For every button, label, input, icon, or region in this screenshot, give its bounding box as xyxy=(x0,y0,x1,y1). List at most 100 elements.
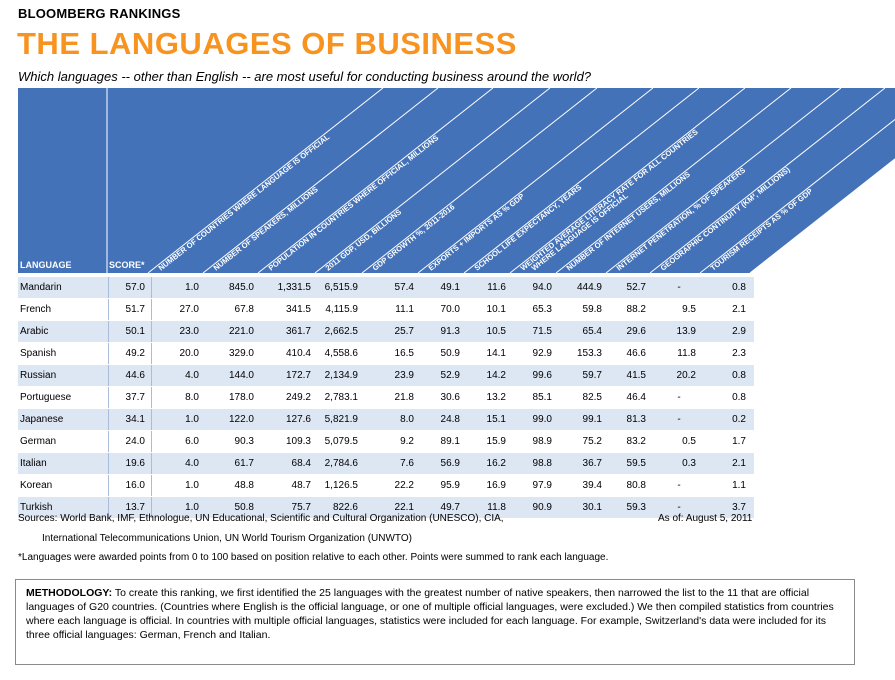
cell-value: - xyxy=(654,474,704,497)
cell-language: Spanish xyxy=(18,342,109,365)
cell-value: 34.1 xyxy=(108,408,152,431)
cell-value: 57.4 xyxy=(366,277,422,299)
cell-value: 1.0 xyxy=(151,496,207,519)
cell-value: 14.1 xyxy=(468,342,514,365)
cell-value: 16.2 xyxy=(468,452,514,475)
table-row: Mandarin 57.0 1.0 845.0 1,331.5 6,515.9 57.4 49… xyxy=(18,277,754,299)
cell-value: 1.1 xyxy=(704,474,754,497)
cell-value: 822.6 xyxy=(319,496,366,519)
cell-value: 83.2 xyxy=(610,430,654,453)
cell-value: 20.0 xyxy=(151,342,207,365)
cell-value: 59.7 xyxy=(560,364,610,387)
methodology-text: To create this ranking, we first identif… xyxy=(26,587,834,641)
cell-value: 49.7 xyxy=(422,496,468,519)
cell-value: 49.2 xyxy=(108,342,152,365)
cell-value: 144.0 xyxy=(207,364,262,387)
cell-value: 153.3 xyxy=(560,342,610,365)
cell-value: 0.3 xyxy=(654,452,704,475)
cell-value: 22.1 xyxy=(366,496,422,519)
cell-value: 221.0 xyxy=(207,320,262,343)
cell-value: 0.8 xyxy=(704,277,754,299)
table-header: LANGUAGE SCORE* NUMBER OF COUNTRIES WHERE … xyxy=(18,87,895,274)
cell-value: 21.8 xyxy=(366,386,422,409)
cell-value: 16.5 xyxy=(366,342,422,365)
cell-value: 90.9 xyxy=(514,496,560,519)
cell-value: 29.6 xyxy=(610,320,654,343)
cell-value: 59.3 xyxy=(610,496,654,519)
cell-value: 10.1 xyxy=(468,298,514,321)
cell-value: 11.6 xyxy=(468,277,514,299)
cell-value: 68.4 xyxy=(262,452,319,475)
methodology-box: METHODOLOGY: To create this ranking, we … xyxy=(15,579,855,665)
cell-value: 48.8 xyxy=(207,474,262,497)
cell-language: German xyxy=(18,430,109,453)
cell-value: 0.8 xyxy=(704,364,754,387)
cell-value: 9.2 xyxy=(366,430,422,453)
column-header-language: LANGUAGE xyxy=(20,260,72,270)
cell-value: 1.0 xyxy=(151,474,207,497)
data-table: Mandarin 57.0 1.0 845.0 1,331.5 6,515.9 57.4 49… xyxy=(18,277,754,519)
cell-value: 49.1 xyxy=(422,277,468,299)
cell-value: - xyxy=(654,496,704,519)
cell-value: 89.1 xyxy=(422,430,468,453)
cell-value: 6,515.9 xyxy=(319,277,366,299)
cell-value: 2,662.5 xyxy=(319,320,366,343)
table-row: French 51.7 27.0 67.8 341.5 4,115.9 11.1 70.0 10… xyxy=(18,298,754,321)
cell-value: 1.7 xyxy=(704,430,754,453)
header-diagonal-band xyxy=(148,88,895,273)
cell-value: 92.9 xyxy=(514,342,560,365)
cell-value: 70.0 xyxy=(422,298,468,321)
cell-value: 39.4 xyxy=(560,474,610,497)
cell-value: 65.3 xyxy=(514,298,560,321)
cell-value: 20.2 xyxy=(654,364,704,387)
cell-value: 11.8 xyxy=(468,496,514,519)
column-header-score: SCORE* xyxy=(109,260,145,270)
brand-label: BLOOMBERG RANKINGS xyxy=(18,6,181,21)
cell-value: 22.2 xyxy=(366,474,422,497)
cell-language: Russian xyxy=(18,364,109,387)
cell-value: 67.8 xyxy=(207,298,262,321)
cell-value: 48.7 xyxy=(262,474,319,497)
cell-value: 2,134.9 xyxy=(319,364,366,387)
cell-value: 249.2 xyxy=(262,386,319,409)
cell-value: 444.9 xyxy=(560,277,610,299)
cell-value: 13.9 xyxy=(654,320,704,343)
cell-value: 98.8 xyxy=(514,452,560,475)
cell-value: 1,331.5 xyxy=(262,277,319,299)
table-row: German 24.0 6.0 90.3 109.3 5,079.5 9.2 89.1 15.9… xyxy=(18,430,754,453)
cell-value: 4.0 xyxy=(151,452,207,475)
cell-value: 97.9 xyxy=(514,474,560,497)
as-of-date: As of: August 5, 2011 xyxy=(658,513,753,524)
cell-value: 19.6 xyxy=(108,452,152,475)
cell-value: 14.2 xyxy=(468,364,514,387)
cell-value: 91.3 xyxy=(422,320,468,343)
cell-value: 8.0 xyxy=(366,408,422,431)
cell-value: 98.9 xyxy=(514,430,560,453)
cell-value: 1,126.5 xyxy=(319,474,366,497)
cell-language: French xyxy=(18,298,109,321)
cell-value: 46.4 xyxy=(610,386,654,409)
cell-value: 75.2 xyxy=(560,430,610,453)
cell-value: 24.8 xyxy=(422,408,468,431)
cell-value: 10.5 xyxy=(468,320,514,343)
table-row: Spanish 49.2 20.0 329.0 410.4 4,558.6 16.5 50.9… xyxy=(18,342,754,365)
cell-value: 61.7 xyxy=(207,452,262,475)
cell-language: Korean xyxy=(18,474,109,497)
cell-value: 57.0 xyxy=(108,277,152,299)
cell-value: 52.9 xyxy=(422,364,468,387)
cell-value: 81.3 xyxy=(610,408,654,431)
cell-value: 50.8 xyxy=(207,496,262,519)
cell-value: 341.5 xyxy=(262,298,319,321)
cell-value: 3.7 xyxy=(704,496,754,519)
cell-value: 44.6 xyxy=(108,364,152,387)
table-row: Japanese 34.1 1.0 122.0 127.6 5,821.9 8.0 24.8 1… xyxy=(18,408,754,431)
table-row: Portuguese 37.7 8.0 178.0 249.2 2,783.1 21.8 30… xyxy=(18,386,754,409)
cell-value: 24.0 xyxy=(108,430,152,453)
cell-value: 88.2 xyxy=(610,298,654,321)
cell-value: 11.1 xyxy=(366,298,422,321)
cell-value: 82.5 xyxy=(560,386,610,409)
cell-value: 99.1 xyxy=(560,408,610,431)
table-row: Turkish 13.7 1.0 50.8 75.7 822.6 22.1 49.7 11.8 9… xyxy=(18,496,754,519)
cell-value: 30.1 xyxy=(560,496,610,519)
cell-language: Portuguese xyxy=(18,386,109,409)
